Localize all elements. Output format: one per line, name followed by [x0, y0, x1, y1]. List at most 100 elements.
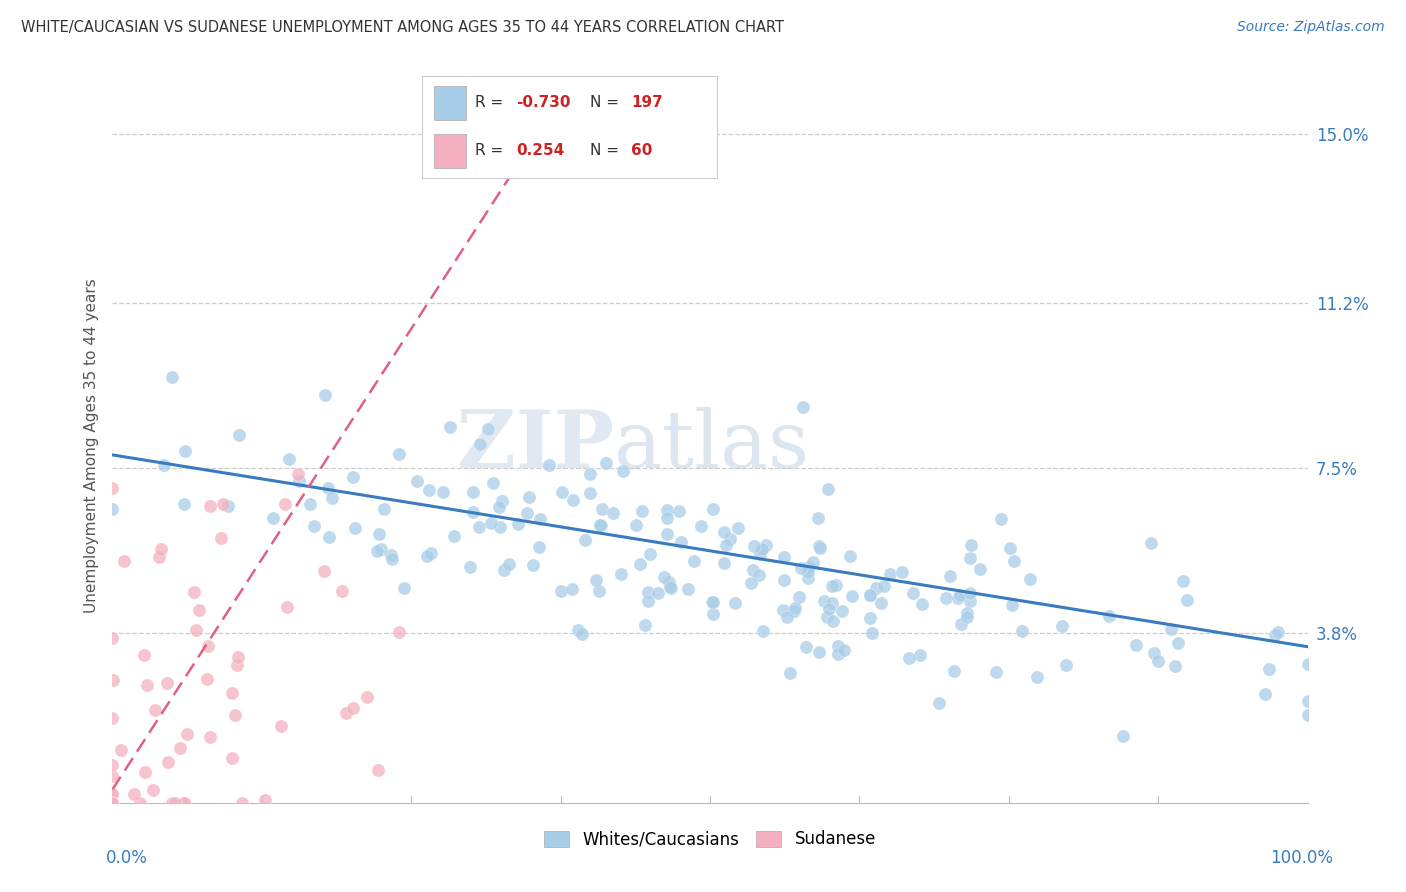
- Point: [821, 596, 844, 610]
- Point: [827, 639, 849, 653]
- Point: [1264, 628, 1286, 642]
- Point: [928, 696, 950, 710]
- Point: [356, 690, 378, 704]
- Point: [588, 583, 610, 598]
- Point: [751, 541, 773, 556]
- Point: [142, 783, 165, 797]
- Point: [262, 511, 284, 525]
- Legend: Whites/Caucasians, Sudanese: Whites/Caucasians, Sudanese: [537, 824, 883, 855]
- Point: [148, 550, 170, 565]
- Point: [516, 506, 538, 520]
- Point: [468, 520, 491, 534]
- Point: [388, 625, 411, 640]
- Point: [302, 519, 325, 533]
- Point: [288, 475, 311, 489]
- Text: 0.0%: 0.0%: [105, 849, 148, 867]
- Point: [529, 512, 551, 526]
- Point: [101, 796, 124, 810]
- Point: [479, 516, 502, 530]
- Point: [658, 575, 681, 590]
- Point: [943, 665, 966, 679]
- Point: [312, 564, 335, 578]
- Point: [209, 531, 232, 545]
- Point: [335, 706, 357, 721]
- Point: [655, 503, 678, 517]
- Point: [612, 464, 634, 478]
- Point: [585, 573, 607, 587]
- Point: [956, 610, 979, 624]
- Point: [628, 558, 651, 572]
- Point: [187, 602, 209, 616]
- Point: [314, 388, 336, 402]
- Point: [740, 576, 762, 591]
- Point: [287, 467, 309, 481]
- Point: [183, 584, 205, 599]
- Text: R =: R =: [475, 144, 513, 158]
- Point: [1175, 592, 1198, 607]
- Point: [652, 570, 675, 584]
- Point: [101, 796, 124, 810]
- Point: [773, 574, 796, 588]
- Point: [226, 657, 249, 672]
- Point: [610, 567, 633, 582]
- Point: [579, 467, 602, 481]
- Point: [1296, 708, 1319, 723]
- Point: [537, 458, 560, 472]
- Point: [859, 588, 882, 602]
- Point: [101, 787, 124, 801]
- Point: [823, 614, 845, 628]
- Point: [702, 501, 724, 516]
- Text: WHITE/CAUCASIAN VS SUDANESE UNEMPLOYMENT AMONG AGES 35 TO 44 YEARS CORRELATION C: WHITE/CAUCASIAN VS SUDANESE UNEMPLOYMENT…: [21, 20, 785, 35]
- Point: [908, 648, 931, 662]
- Point: [647, 586, 669, 600]
- Point: [388, 447, 411, 461]
- Point: [783, 604, 806, 618]
- Point: [870, 596, 893, 610]
- Point: [801, 555, 824, 569]
- Point: [1002, 553, 1025, 567]
- Point: [101, 787, 124, 801]
- Point: [655, 526, 678, 541]
- Point: [713, 556, 735, 570]
- Point: [136, 678, 159, 692]
- Point: [342, 470, 364, 484]
- Point: [1050, 618, 1073, 632]
- Point: [103, 673, 125, 687]
- Point: [197, 639, 219, 653]
- Point: [370, 541, 392, 556]
- Point: [787, 590, 810, 604]
- Point: [458, 560, 481, 574]
- Point: [578, 486, 600, 500]
- Point: [831, 604, 853, 618]
- Point: [101, 769, 124, 783]
- Point: [273, 498, 295, 512]
- Point: [1164, 659, 1187, 673]
- Point: [658, 580, 681, 594]
- Point: [872, 579, 894, 593]
- Point: [792, 400, 814, 414]
- Point: [561, 492, 583, 507]
- Point: [491, 494, 513, 508]
- Point: [1258, 662, 1281, 676]
- Point: [221, 751, 243, 765]
- Point: [574, 533, 596, 548]
- Text: -0.730: -0.730: [516, 95, 571, 110]
- Point: [149, 541, 172, 556]
- Text: 100.0%: 100.0%: [1270, 849, 1333, 867]
- Point: [1296, 657, 1319, 671]
- Point: [668, 504, 690, 518]
- Point: [173, 497, 195, 511]
- Point: [794, 640, 817, 655]
- Point: [221, 686, 243, 700]
- Point: [879, 566, 901, 581]
- Point: [381, 551, 404, 566]
- Point: [591, 501, 613, 516]
- Point: [751, 624, 773, 639]
- Point: [231, 796, 253, 810]
- Point: [134, 648, 156, 662]
- Point: [779, 666, 801, 681]
- Point: [101, 796, 124, 810]
- Point: [169, 740, 191, 755]
- Point: [153, 458, 176, 472]
- Point: [482, 475, 505, 490]
